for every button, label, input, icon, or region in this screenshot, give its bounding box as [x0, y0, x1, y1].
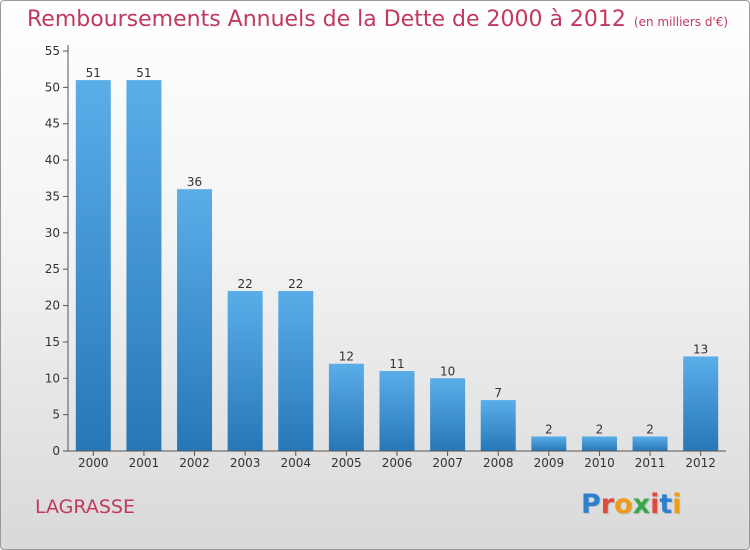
logo-letter: r	[600, 489, 615, 520]
y-tick-label: 30	[45, 226, 60, 240]
bar-2007	[430, 378, 466, 451]
logo-letter: o	[614, 489, 633, 520]
bar-2011	[632, 436, 668, 451]
x-tick-label: 2003	[230, 456, 261, 470]
logo-letter: P	[581, 489, 601, 520]
proxiti-logo: Proxiti	[581, 489, 682, 520]
logo-letter: i	[672, 489, 682, 520]
logo-letter: x	[632, 489, 651, 520]
chart-title: Remboursements Annuels de la Dette de 20…	[27, 7, 728, 32]
bar-2004	[278, 291, 314, 451]
y-tick-label: 25	[45, 262, 60, 276]
y-tick-label: 10	[45, 371, 60, 385]
y-tick-label: 45	[45, 117, 60, 131]
y-tick-label: 50	[45, 80, 60, 94]
bar-value-label: 51	[136, 66, 151, 80]
bar-2012	[683, 356, 719, 451]
bar-2003	[227, 291, 263, 451]
x-tick-label: 2012	[685, 456, 716, 470]
bar-value-label: 10	[440, 364, 455, 378]
bar-value-label: 22	[238, 277, 253, 291]
bar-value-label: 2	[646, 422, 654, 436]
x-tick-label: 2001	[129, 456, 160, 470]
x-tick-label: 2010	[584, 456, 615, 470]
bar-value-label: 11	[389, 357, 404, 371]
y-axis: 0 5 10 15 20 25 30 35 40 45 50 55	[45, 44, 69, 458]
bar-value-label: 51	[86, 66, 101, 80]
x-tick-label: 2011	[635, 456, 666, 470]
x-tick-label: 2005	[331, 456, 362, 470]
x-axis: 2000 2001 2002 2003 2004 2005 2006 2007 2008 2009…	[68, 450, 726, 470]
bar-value-label: 13	[693, 342, 708, 356]
bar-value-label: 36	[187, 175, 202, 189]
x-tick-label: 2002	[179, 456, 210, 470]
x-tick-label: 2009	[534, 456, 565, 470]
bar-value-label: 7	[494, 386, 502, 400]
bar-value-label: 12	[339, 350, 354, 364]
bar-value-label: 2	[545, 422, 553, 436]
bar-value-label: 2	[596, 422, 604, 436]
logo-letter: i	[650, 489, 660, 520]
chart-subtitle: (en milliers d'€)	[633, 15, 729, 29]
y-tick-label: 5	[52, 408, 60, 422]
bar-2000	[75, 80, 111, 451]
x-tick-label: 2007	[432, 456, 463, 470]
logo-letter: t	[659, 489, 673, 520]
y-tick-label: 55	[45, 44, 60, 58]
bar-2002	[177, 189, 213, 451]
y-tick-label: 35	[45, 189, 60, 203]
chart-title-text: Remboursements Annuels de la Dette de 20…	[27, 7, 626, 32]
bar-2005	[328, 363, 364, 451]
bar-value-label: 22	[288, 277, 303, 291]
y-tick-label: 0	[52, 444, 60, 458]
y-tick-label: 15	[45, 335, 60, 349]
x-tick-label: 2008	[483, 456, 514, 470]
y-tick-label: 40	[45, 153, 60, 167]
x-tick-label: 2004	[280, 456, 311, 470]
bar-2006	[379, 371, 415, 451]
town-name: LAGRASSE	[35, 496, 135, 518]
bar-2010	[581, 436, 617, 451]
x-tick-label: 2000	[78, 456, 109, 470]
y-tick-label: 20	[45, 299, 60, 313]
bar-2008	[480, 400, 516, 451]
x-tick-label: 2006	[382, 456, 413, 470]
bar-2001	[126, 80, 162, 451]
bar-2009	[531, 436, 567, 451]
